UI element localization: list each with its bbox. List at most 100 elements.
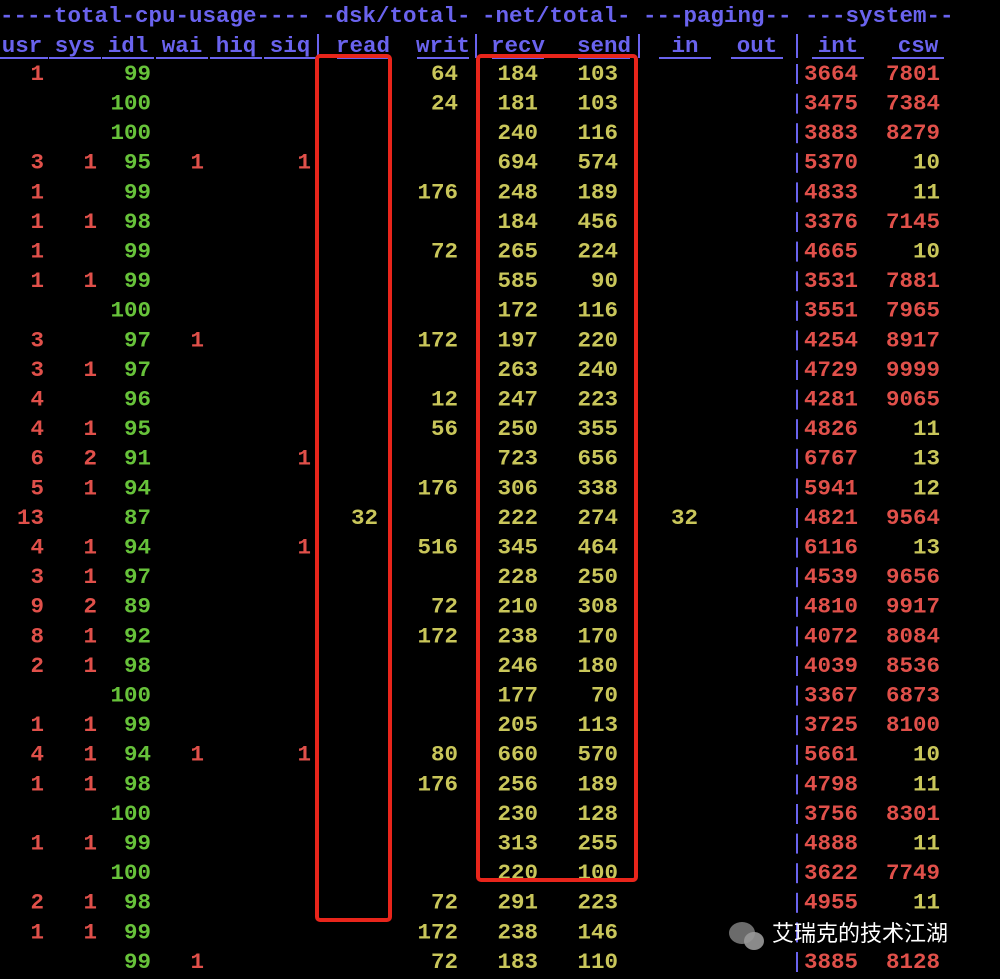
cell: 1	[83, 831, 97, 857]
column-header: in	[671, 33, 698, 59]
cell: 72	[431, 594, 458, 620]
cell: 1	[83, 268, 97, 294]
watermark: 艾瑞克的技术江湖	[729, 922, 948, 950]
cell: 7384	[886, 91, 940, 117]
column-header: hiq	[216, 33, 257, 59]
cell: 172	[417, 327, 458, 353]
cell: 4039	[804, 653, 858, 679]
cell: 172	[417, 919, 458, 945]
cell: 656	[577, 446, 618, 472]
cell: 3883	[804, 120, 858, 146]
cell: 570	[577, 742, 618, 768]
cell: 3376	[804, 209, 858, 235]
cell: 7145	[886, 209, 940, 235]
cell: 189	[577, 771, 618, 797]
cell: 98	[124, 771, 151, 797]
cell: 11	[913, 179, 940, 205]
cell: 99	[124, 712, 151, 738]
cell: 180	[577, 653, 618, 679]
cell: 723	[497, 446, 538, 472]
cell: 1	[30, 268, 44, 294]
cell: 10	[913, 742, 940, 768]
cell: 100	[110, 860, 151, 886]
cell: 355	[577, 416, 618, 442]
cell: 4821	[804, 505, 858, 531]
column-header: wai	[162, 33, 203, 59]
cell: 585	[497, 268, 538, 294]
cell: 94	[124, 475, 151, 501]
cell: 70	[591, 683, 618, 709]
cell: 4665	[804, 239, 858, 265]
cell: 2	[30, 890, 44, 916]
cell: 291	[497, 890, 538, 916]
cell: 13	[913, 446, 940, 472]
cell: 1	[30, 712, 44, 738]
cell: 4	[30, 742, 44, 768]
cell: 146	[577, 919, 618, 945]
cell: 116	[577, 120, 618, 146]
cell: 10	[913, 150, 940, 176]
cell: 3367	[804, 683, 858, 709]
cell: 8100	[886, 712, 940, 738]
cell: 64	[431, 61, 458, 87]
cell: 338	[577, 475, 618, 501]
cell: 32	[671, 505, 698, 531]
cell: 2	[83, 594, 97, 620]
column-header: idl	[108, 33, 149, 59]
cell: 3	[30, 564, 44, 590]
column-header: csw	[898, 33, 939, 59]
cell: 100	[110, 91, 151, 117]
cell: 4729	[804, 357, 858, 383]
cell: 72	[431, 949, 458, 975]
cell: 240	[497, 120, 538, 146]
cell: 184	[497, 61, 538, 87]
cell: 32	[351, 505, 378, 531]
cell: 7881	[886, 268, 940, 294]
group-header: ---paging--	[643, 3, 792, 29]
cell: 456	[577, 209, 618, 235]
cell: 95	[124, 416, 151, 442]
cell: 8536	[886, 653, 940, 679]
cell: 24	[431, 91, 458, 117]
cell: 3622	[804, 860, 858, 886]
cell: 181	[497, 91, 538, 117]
cell: 5	[30, 475, 44, 501]
cell: 97	[124, 357, 151, 383]
cell: 255	[577, 831, 618, 857]
cell: 99	[124, 239, 151, 265]
column-header: int	[818, 33, 859, 59]
cell: 3	[30, 357, 44, 383]
cell: 1	[30, 831, 44, 857]
cell: 72	[431, 890, 458, 916]
cell: 4254	[804, 327, 858, 353]
cell: 99	[124, 179, 151, 205]
cell: 8084	[886, 623, 940, 649]
cell: 1	[83, 357, 97, 383]
cell: 87	[124, 505, 151, 531]
cell: 1	[190, 150, 204, 176]
cell: 2	[30, 653, 44, 679]
cell: 1	[83, 150, 97, 176]
cell: 238	[497, 919, 538, 945]
cell: 94	[124, 742, 151, 768]
cell: 8128	[886, 949, 940, 975]
column-header: siq	[270, 33, 311, 59]
cell: 345	[497, 535, 538, 561]
cell: 246	[497, 653, 538, 679]
cell: 94	[124, 535, 151, 561]
cell: 1	[83, 742, 97, 768]
cell: 3475	[804, 91, 858, 117]
cell: 222	[497, 505, 538, 531]
cell: 3531	[804, 268, 858, 294]
cell: 1	[297, 535, 311, 561]
cell: 184	[497, 209, 538, 235]
cell: 4833	[804, 179, 858, 205]
cell: 110	[577, 949, 618, 975]
watermark-icon	[744, 932, 764, 950]
cell: 1	[83, 890, 97, 916]
cell: 91	[124, 446, 151, 472]
cell: 7965	[886, 298, 940, 324]
dstat-output: ----total-cpu-usage---- -dsk/total- -net/t…	[0, 3, 954, 975]
cell: 228	[497, 564, 538, 590]
